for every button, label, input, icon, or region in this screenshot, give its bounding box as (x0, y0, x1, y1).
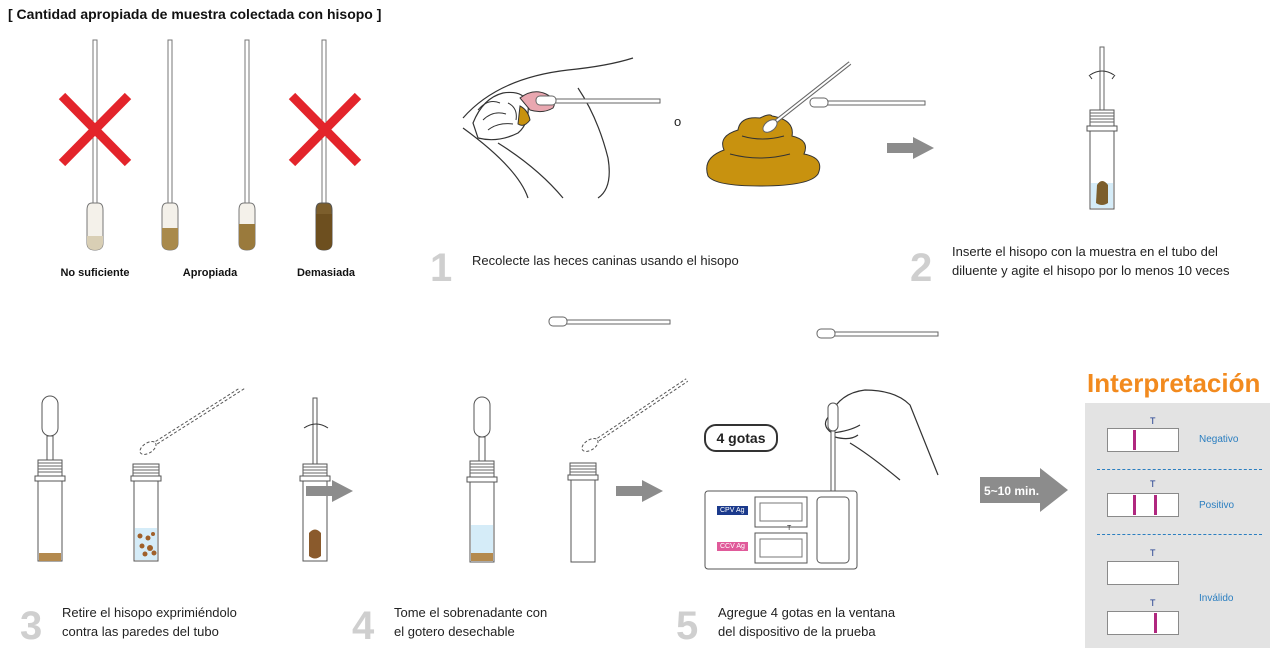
test-line (1154, 613, 1157, 633)
result-label-invalido: Inválido (1199, 593, 1234, 604)
step-text-4-line1: Tome el sobrenadante con (394, 605, 548, 620)
swab-appropriate (161, 39, 179, 251)
step-number-3: 3 (20, 604, 43, 648)
step-text-1: Recolecte las heces caninas usando el hi… (472, 253, 739, 268)
control-line (1133, 495, 1136, 515)
t-mark: T (1150, 479, 1156, 489)
step-text-3-line2: contra las paredes del tubo (62, 624, 219, 639)
label-apropiada: Apropiada (182, 267, 238, 279)
step-text-5-line1: Agregue 4 gotas en la ventana (718, 605, 896, 620)
step-text-5-line2: del dispositivo de la prueba (718, 624, 876, 639)
step-text-3-line1: Retire el hisopo exprimiéndolo (62, 605, 237, 620)
t-mark: T (1150, 598, 1156, 608)
time-arrow-icon (980, 468, 1068, 512)
connector-o: o (674, 114, 682, 129)
page-title: [ Cantidad apropiada de muestra colectad… (8, 6, 382, 22)
step4-illustration (466, 378, 689, 563)
result-strip-positive (1107, 493, 1179, 517)
swab-not-enough (86, 39, 104, 251)
device-t-mark: T (787, 525, 792, 532)
step-text-2-line1: Inserte el hisopo con la muestra en el t… (952, 244, 1218, 259)
arrow-right-icon (887, 137, 934, 159)
result-label-positivo: Positivo (1199, 500, 1235, 511)
t-mark: T (1150, 416, 1156, 426)
arrow-right-icon (306, 480, 353, 502)
empty-tube (567, 378, 689, 563)
step-number-1: 1 (430, 246, 453, 290)
test-device (704, 490, 858, 570)
result-label-negativo: Negativo (1199, 434, 1239, 445)
cross-icon (58, 92, 132, 167)
swab-appropriate-2 (238, 39, 256, 251)
swab-icon (548, 316, 671, 327)
interpretation-title: Interpretación (1087, 368, 1261, 398)
step-text-2-line2: diluente y agite el hisopo por lo menos … (952, 263, 1230, 278)
result-strip-invalid-1 (1107, 561, 1179, 585)
test-line (1154, 495, 1157, 515)
device-label-ccv: CCV Ag (717, 542, 748, 551)
control-line (1133, 430, 1136, 450)
feces-swab-illustration (706, 61, 926, 187)
swab-quantity-illustration (58, 39, 362, 251)
dog-rectal-swab-illustration (462, 57, 661, 199)
device-label-cpv: CPV Ag (717, 506, 748, 515)
swab-icon (816, 328, 939, 339)
dropper-tube (34, 395, 66, 562)
step-number-5: 5 (676, 604, 699, 648)
t-mark: T (1150, 548, 1156, 558)
drops-badge: 4 gotas (704, 424, 778, 452)
arrow-right-icon (616, 480, 663, 502)
time-label: 5~10 min. (984, 484, 1040, 498)
step3-illustration (34, 388, 331, 562)
label-demasiada: Demasiada (296, 267, 356, 279)
result-strip-invalid-2 (1107, 611, 1179, 635)
tube-with-swab-illustration (1086, 46, 1118, 210)
dropper-in-tube (466, 396, 498, 563)
interpretation-panel: T Negativo T Positivo T Inválido T (1085, 403, 1270, 648)
divider (1097, 469, 1262, 470)
step-number-2: 2 (910, 246, 933, 290)
step-number-4: 4 (352, 604, 375, 648)
hand-dropper (824, 389, 939, 492)
swab-too-much (315, 39, 333, 251)
result-strip-negative (1107, 428, 1179, 452)
divider (1097, 534, 1262, 535)
step-text-4-line2: el gotero desechable (394, 624, 515, 639)
cross-icon (288, 92, 362, 167)
label-no-suficiente: No suficiente (60, 267, 130, 279)
open-tube-with-sample (130, 388, 247, 562)
